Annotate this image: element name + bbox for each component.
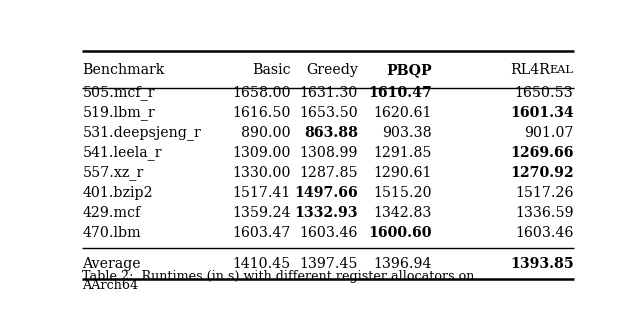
Text: 1332.93: 1332.93 <box>294 206 358 220</box>
Text: 1393.85: 1393.85 <box>510 257 573 271</box>
Text: 903.38: 903.38 <box>383 126 432 140</box>
Text: 1270.92: 1270.92 <box>510 166 573 180</box>
Text: 531.deepsjeng_r: 531.deepsjeng_r <box>83 125 201 140</box>
Text: Table 2:  Runtimes (in s) with different register allocators on: Table 2: Runtimes (in s) with different … <box>83 270 475 283</box>
Text: 1631.30: 1631.30 <box>300 86 358 100</box>
Text: 1517.26: 1517.26 <box>515 186 573 200</box>
Text: PBQP: PBQP <box>387 63 432 77</box>
Text: 505.mcf_r: 505.mcf_r <box>83 85 155 100</box>
Text: 1269.66: 1269.66 <box>510 146 573 160</box>
Text: 1515.20: 1515.20 <box>374 186 432 200</box>
Text: 1410.45: 1410.45 <box>232 257 291 271</box>
Text: Greedy: Greedy <box>306 63 358 77</box>
Text: 1600.60: 1600.60 <box>369 226 432 240</box>
Text: Basic: Basic <box>252 63 291 77</box>
Text: 1309.00: 1309.00 <box>232 146 291 160</box>
Text: 1308.99: 1308.99 <box>300 146 358 160</box>
Text: Average: Average <box>83 257 141 271</box>
Text: 541.leela_r: 541.leela_r <box>83 145 162 160</box>
Text: 1397.45: 1397.45 <box>300 257 358 271</box>
Text: 1336.59: 1336.59 <box>515 206 573 220</box>
Text: 863.88: 863.88 <box>304 126 358 140</box>
Text: 1610.47: 1610.47 <box>368 86 432 100</box>
Text: 429.mcf: 429.mcf <box>83 206 141 220</box>
Text: 470.lbm: 470.lbm <box>83 226 141 240</box>
Text: 1342.83: 1342.83 <box>374 206 432 220</box>
Text: RL4R: RL4R <box>510 63 550 77</box>
Text: 1287.85: 1287.85 <box>299 166 358 180</box>
Text: 557.xz_r: 557.xz_r <box>83 165 144 181</box>
Text: 519.lbm_r: 519.lbm_r <box>83 105 155 120</box>
Text: 890.00: 890.00 <box>241 126 291 140</box>
Text: 1359.24: 1359.24 <box>232 206 291 220</box>
Text: 1620.61: 1620.61 <box>374 106 432 120</box>
Text: 1616.50: 1616.50 <box>232 106 291 120</box>
Text: 1291.85: 1291.85 <box>374 146 432 160</box>
Text: 1603.46: 1603.46 <box>515 226 573 240</box>
Text: EAL: EAL <box>550 65 573 75</box>
Text: 901.07: 901.07 <box>524 126 573 140</box>
Text: 1396.94: 1396.94 <box>374 257 432 271</box>
Text: 1603.47: 1603.47 <box>232 226 291 240</box>
Text: 1653.50: 1653.50 <box>299 106 358 120</box>
Text: 1650.53: 1650.53 <box>515 86 573 100</box>
Text: 1330.00: 1330.00 <box>232 166 291 180</box>
Text: 1603.46: 1603.46 <box>300 226 358 240</box>
Text: 1290.61: 1290.61 <box>374 166 432 180</box>
Text: AArch64: AArch64 <box>83 279 139 291</box>
Text: 1517.41: 1517.41 <box>232 186 291 200</box>
Text: 1497.66: 1497.66 <box>294 186 358 200</box>
Text: 1601.34: 1601.34 <box>510 106 573 120</box>
Text: 401.bzip2: 401.bzip2 <box>83 186 153 200</box>
Text: Benchmark: Benchmark <box>83 63 164 77</box>
Text: 1658.00: 1658.00 <box>232 86 291 100</box>
